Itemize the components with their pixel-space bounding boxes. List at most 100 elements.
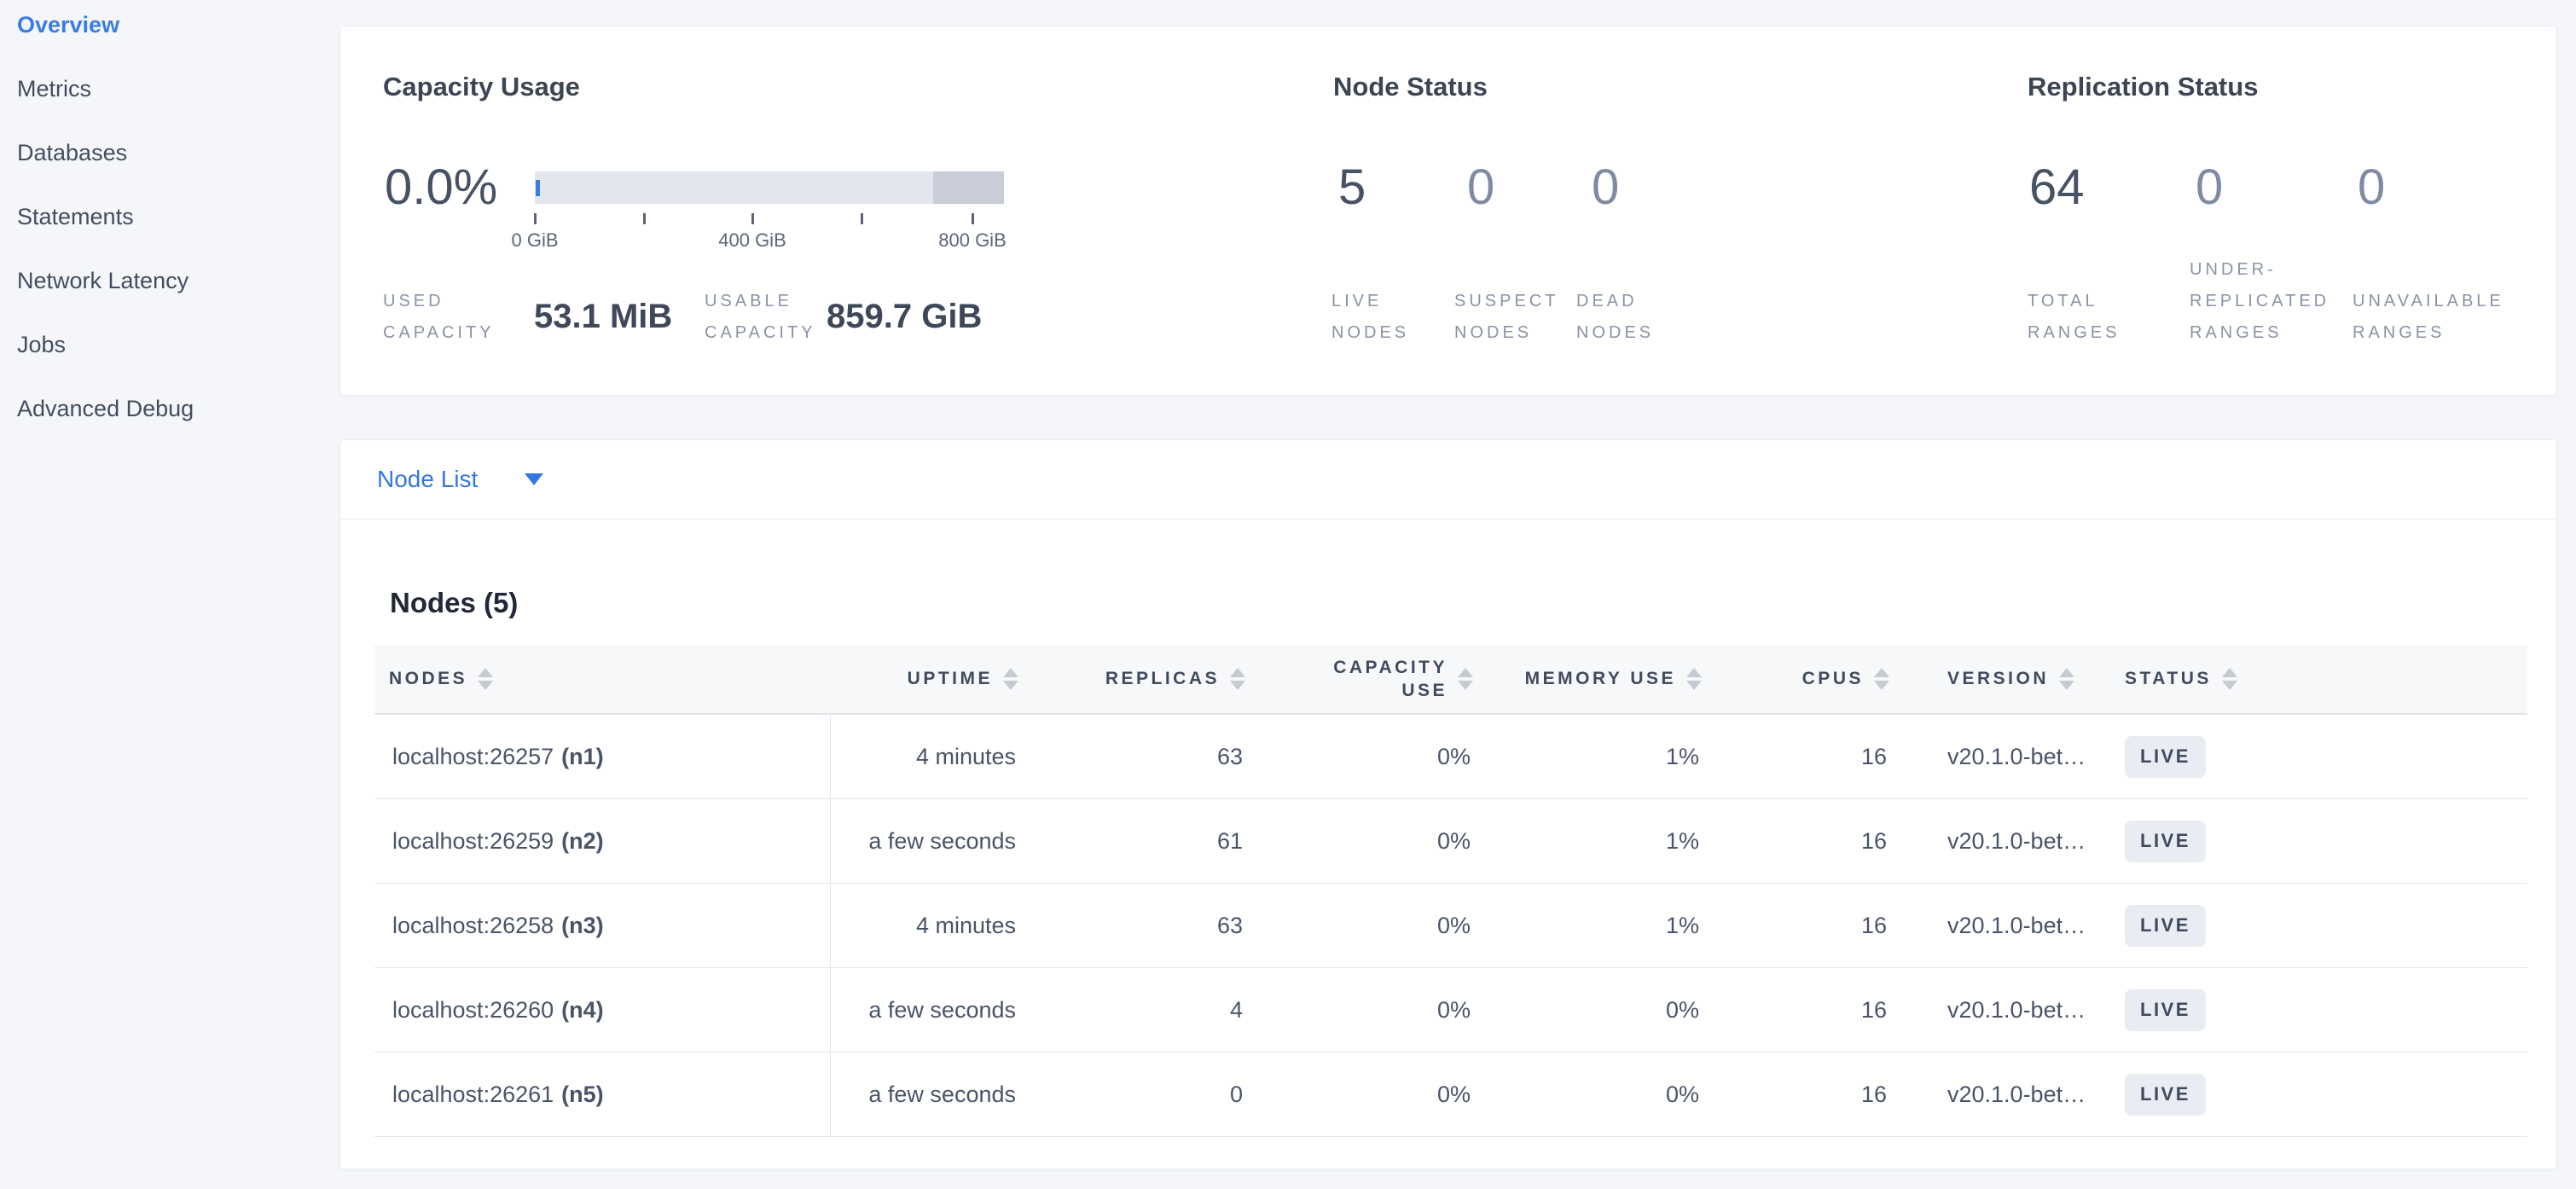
under-replicated-count: 0 — [2196, 160, 2224, 215]
table-row-n1[interactable]: localhost:26257 (n1) 4 minutes 63 0% 1% 1… — [374, 715, 2527, 799]
axis-tick — [861, 213, 863, 224]
table-row-n4[interactable]: localhost:26260 (n4) a few seconds 4 0% 0… — [374, 968, 2527, 1053]
node-id: (n2) — [561, 827, 604, 854]
suspect-nodes-label: SUSPECT NODES — [1454, 292, 1559, 342]
sidebar-item-overview[interactable]: Overview — [17, 12, 120, 38]
replicas-cell: 4 — [1229, 996, 1243, 1023]
nodes-table: NODES UPTIME REPLICAS CAPACITY USE MEMOR… — [374, 645, 2527, 1137]
column-header-uptime[interactable]: UPTIME — [831, 668, 1027, 690]
cluster-summary-card: Capacity Usage 0.0% 0 GiB 400 GiB 800 Gi… — [339, 26, 2557, 396]
version-cell: v20.1.0-bet… — [1947, 743, 2086, 769]
column-header-capacity-use[interactable]: CAPACITY USE — [1254, 656, 1482, 702]
column-header-memory-use[interactable]: MEMORY USE — [1482, 668, 1710, 690]
capacity-use-cell: 0% — [1436, 912, 1471, 938]
node-id: (n4) — [561, 996, 604, 1023]
replicas-cell: 63 — [1216, 912, 1243, 938]
table-row-n3[interactable]: localhost:26258 (n3) 4 minutes 63 0% 1% 1… — [374, 884, 2527, 968]
uptime-cell: a few seconds — [868, 1081, 1016, 1107]
capacity-use-cell: 0% — [1436, 996, 1471, 1023]
node-status-title: Node Status — [1333, 72, 1488, 102]
version-cell: v20.1.0-bet… — [1947, 1081, 2086, 1107]
sort-icon — [2059, 668, 2075, 690]
replicas-cell: 63 — [1216, 743, 1243, 769]
used-capacity-label: USED CAPACITY — [383, 292, 495, 342]
node-address[interactable]: localhost:26260 — [392, 996, 554, 1023]
sidebar-item-jobs[interactable]: Jobs — [17, 332, 67, 357]
unavailable-ranges-count: 0 — [2358, 160, 2386, 215]
sort-icon — [2221, 668, 2237, 690]
capacity-usage-bar — [535, 171, 1004, 204]
status-badge: LIVE — [2125, 989, 2206, 1031]
sidebar-item-statements[interactable]: Statements — [17, 204, 134, 229]
view-selector-bar: Node List — [340, 440, 2556, 519]
node-list-dropdown-label: Node List — [377, 466, 479, 492]
capacity-bar-used-segment — [536, 180, 540, 196]
sidebar-item-databases[interactable]: Databases — [17, 140, 128, 165]
total-ranges-label: TOTAL RANGES — [2028, 292, 2121, 342]
status-badge: LIVE — [2125, 820, 2206, 862]
under-replicated-label: UNDER-REPLICATED RANGES — [2190, 260, 2330, 342]
sidebar-item-advanced-debug[interactable]: Advanced Debug — [17, 396, 194, 421]
live-nodes-count: 5 — [1338, 160, 1366, 215]
uptime-cell: 4 minutes — [915, 912, 1016, 938]
sidebar-item-network-latency[interactable]: Network Latency — [17, 268, 189, 293]
total-ranges-count: 64 — [2029, 160, 2085, 215]
node-id: (n1) — [561, 743, 604, 769]
sidebar-item-metrics[interactable]: Metrics — [17, 76, 91, 102]
column-header-status[interactable]: STATUS — [2115, 668, 2527, 690]
axis-tick — [643, 213, 646, 224]
uptime-cell: a few seconds — [868, 996, 1016, 1023]
sort-icon — [1686, 668, 1702, 690]
sort-icon — [1874, 668, 1889, 690]
column-header-cpus[interactable]: CPUS — [1710, 668, 1898, 690]
nodes-count-heading: Nodes (5) — [390, 587, 519, 618]
capacity-use-cell: 0% — [1436, 827, 1471, 854]
sort-icon — [1003, 668, 1018, 690]
capacity-usage-title: Capacity Usage — [383, 72, 580, 102]
node-address[interactable]: localhost:26258 — [392, 912, 554, 938]
replication-status-title: Replication Status — [2028, 72, 2259, 102]
memory-use-cell: 1% — [1665, 827, 1699, 854]
capacity-percent: 0.0% — [385, 160, 498, 215]
usable-capacity-label: USABLE CAPACITY — [705, 292, 816, 342]
status-badge: LIVE — [2125, 904, 2206, 947]
capacity-bar-nonusable-segment — [933, 171, 1004, 204]
sort-icon — [478, 668, 494, 690]
version-cell: v20.1.0-bet… — [1947, 827, 2086, 854]
memory-use-cell: 1% — [1665, 743, 1699, 769]
cpus-cell: 16 — [1860, 743, 1887, 769]
dead-nodes-count: 0 — [1592, 160, 1620, 215]
table-row-n5[interactable]: localhost:26261 (n5) a few seconds 0 0% 0… — [374, 1053, 2527, 1137]
axis-label-800: 800 GiB — [938, 229, 1007, 251]
column-header-nodes[interactable]: NODES — [374, 668, 831, 690]
suspect-nodes-count: 0 — [1467, 160, 1495, 215]
node-id: (n5) — [561, 1081, 604, 1107]
live-nodes-label: LIVE NODES — [1332, 292, 1410, 342]
sort-icon — [1458, 668, 1473, 690]
node-id: (n3) — [561, 912, 604, 938]
column-header-version[interactable]: VERSION — [1898, 668, 2115, 690]
axis-label-400: 400 GiB — [718, 229, 786, 251]
capacity-use-cell: 0% — [1436, 1081, 1471, 1107]
node-address[interactable]: localhost:26261 — [392, 1081, 554, 1107]
sidebar: Overview Metrics Databases Statements Ne… — [0, 0, 338, 1189]
cpus-cell: 16 — [1860, 1081, 1887, 1107]
column-header-replicas[interactable]: REPLICAS — [1027, 668, 1254, 690]
uptime-cell: a few seconds — [868, 827, 1016, 854]
usable-capacity-value: 859.7 GiB — [827, 298, 983, 335]
axis-label-0: 0 GiB — [511, 229, 559, 251]
replicas-cell: 61 — [1216, 827, 1243, 854]
uptime-cell: 4 minutes — [915, 743, 1016, 769]
memory-use-cell: 1% — [1665, 912, 1699, 938]
cpus-cell: 16 — [1860, 996, 1887, 1023]
cpus-cell: 16 — [1860, 912, 1887, 938]
dead-nodes-label: DEAD NODES — [1576, 292, 1655, 342]
used-capacity-value: 53.1 MiB — [534, 298, 673, 335]
node-address[interactable]: localhost:26259 — [392, 827, 554, 854]
node-list-dropdown[interactable]: Node List — [377, 466, 544, 493]
sort-icon — [1230, 668, 1245, 690]
table-row-n2[interactable]: localhost:26259 (n2) a few seconds 61 0% … — [374, 799, 2527, 884]
axis-tick — [534, 213, 537, 224]
node-address[interactable]: localhost:26257 — [392, 743, 554, 769]
status-badge: LIVE — [2125, 735, 2206, 778]
